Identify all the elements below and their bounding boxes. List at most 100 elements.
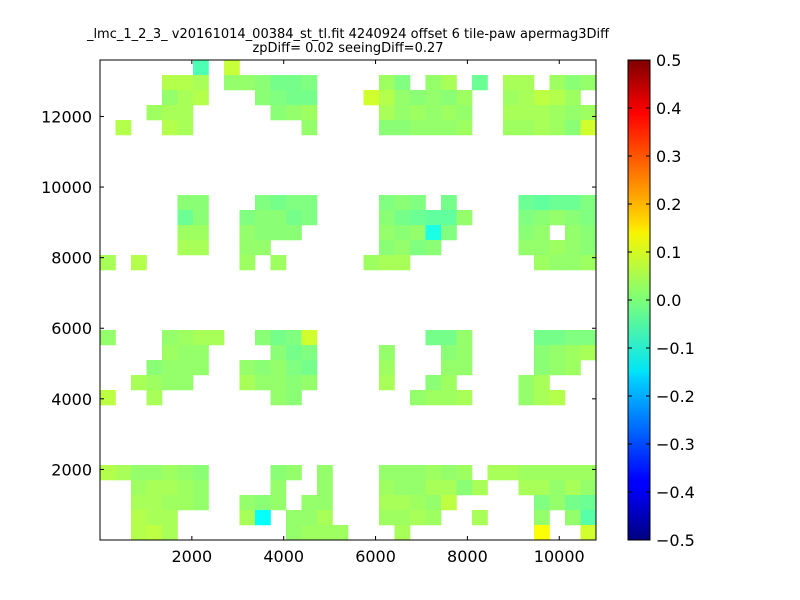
heatmap-cell (534, 224, 550, 241)
heatmap-cell (503, 104, 519, 121)
y-tick-label: 12000 (41, 107, 92, 126)
heatmap-cell (177, 374, 194, 391)
heatmap-cell (425, 74, 442, 91)
heatmap-cell (239, 239, 256, 256)
heatmap-cell (410, 104, 426, 121)
heatmap-cell (549, 104, 566, 121)
heatmap-cell (270, 389, 287, 406)
colorbar-tick-label: 0.4 (656, 99, 681, 118)
colorbar-tick-label: −0.2 (656, 387, 695, 406)
heatmap-cell (518, 374, 535, 391)
heatmap-cell (131, 494, 147, 511)
heatmap-cell (270, 194, 287, 211)
heatmap-cell (410, 224, 426, 241)
heatmap-cell (363, 254, 380, 271)
heatmap-cell (549, 344, 566, 361)
heatmap-cell (100, 389, 116, 406)
heatmap-cell (565, 479, 581, 496)
heatmap-cell (363, 89, 380, 106)
heatmap-cell (177, 344, 194, 361)
heatmap-cell (239, 359, 256, 376)
heatmap-cell (379, 359, 395, 376)
heatmap-cell (410, 209, 426, 226)
heatmap-cell (425, 464, 442, 481)
heatmap-cell (286, 194, 302, 211)
heatmap-cell (270, 224, 287, 241)
heatmap-cell (193, 60, 209, 76)
heatmap-cell (580, 494, 597, 511)
y-tick-label: 2000 (51, 460, 92, 479)
heatmap-cell (146, 389, 163, 406)
heatmap-cell (580, 224, 597, 241)
heatmap-cell (534, 494, 550, 511)
heatmap-cell (131, 464, 147, 481)
heatmap-cell (565, 89, 581, 106)
y-tick-label: 6000 (51, 319, 92, 338)
heatmap-cell (239, 374, 256, 391)
heatmap-cell (580, 479, 597, 496)
colorbar-tick-label: 0.1 (656, 243, 681, 262)
heatmap-cell (286, 224, 302, 241)
heatmap-cell (518, 239, 535, 256)
heatmap-cell (301, 104, 318, 121)
heatmap-cell (534, 119, 550, 136)
heatmap-cell (270, 374, 287, 391)
heatmap-cell (270, 494, 287, 511)
x-tick-label: 4000 (263, 547, 304, 566)
heatmap-cell (534, 194, 550, 211)
heatmap-cell (425, 104, 442, 121)
heatmap-cell (286, 104, 302, 121)
heatmap-cell (224, 74, 240, 91)
y-axis: 2000 4000 6000 8000 10000 12000 (41, 107, 596, 479)
heatmap-cell (162, 74, 178, 91)
colorbar-tick-label: 0.5 (656, 51, 681, 70)
heatmap-cell (379, 254, 395, 271)
heatmap-cell (239, 74, 256, 91)
heatmap-cell (410, 464, 426, 481)
heatmap-cell (441, 194, 457, 211)
heatmap-cell (177, 329, 194, 346)
heatmap-cell (270, 329, 287, 346)
heatmap-cell (146, 509, 163, 526)
heatmap-cell (131, 254, 147, 271)
y-tick-label: 8000 (51, 249, 92, 268)
heatmap-cell (193, 224, 209, 241)
heatmap-cell (146, 479, 163, 496)
heatmap-cell (239, 209, 256, 226)
heatmap-cell (503, 74, 519, 91)
heatmap-cell (131, 374, 147, 391)
heatmap-cell (456, 209, 473, 226)
heatmap-cell (193, 74, 209, 91)
heatmap-cell (549, 254, 566, 271)
heatmap-cell (410, 239, 426, 256)
x-axis: 2000 4000 6000 8000 10000 (171, 60, 585, 566)
x-tick-label: 2000 (171, 547, 212, 566)
heatmap-cell (518, 479, 535, 496)
heatmap-cell (162, 524, 178, 541)
heatmap-cell (441, 224, 457, 241)
heatmap-cell (379, 374, 395, 391)
heatmap-cell (317, 509, 333, 526)
heatmap-cell (270, 89, 287, 106)
heatmap-cell (549, 329, 566, 346)
heatmap-cell (162, 494, 178, 511)
heatmap-cell (534, 389, 550, 406)
heatmap-cell (100, 329, 116, 346)
heatmap-cell (317, 479, 333, 496)
heatmap-cell (518, 104, 535, 121)
heatmap-cell (534, 239, 550, 256)
heatmap-cell (286, 209, 302, 226)
heatmap-cell (425, 509, 442, 526)
x-tick-label: 6000 (355, 547, 396, 566)
colorbar-tick-label: 0.3 (656, 147, 681, 166)
heatmap-cell (487, 464, 504, 481)
heatmap-cell (394, 209, 411, 226)
heatmap-cell (410, 479, 426, 496)
heatmap-cell (534, 479, 550, 496)
heatmap-cell (193, 479, 209, 496)
heatmap-cell (565, 104, 581, 121)
heatmap-cell (394, 524, 411, 541)
y-tick-label: 10000 (41, 178, 92, 197)
heatmap-cell (565, 359, 581, 376)
